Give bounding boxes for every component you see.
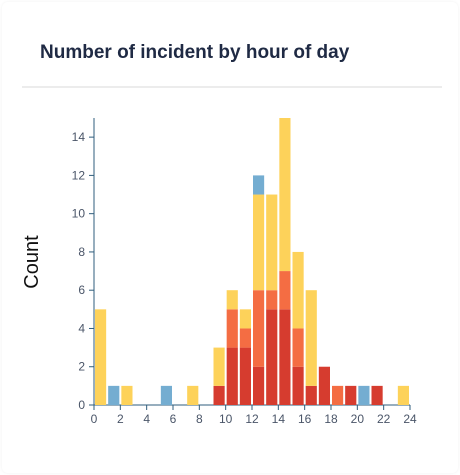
bar-hour-7-series-2 bbox=[187, 385, 199, 405]
x-tick-label: 4 bbox=[143, 412, 150, 426]
bar-hour-12-series-0 bbox=[253, 366, 265, 405]
bar-hour-10-series-2 bbox=[226, 290, 238, 310]
x-tick-label: 24 bbox=[403, 412, 417, 426]
x-tick-label: 0 bbox=[91, 412, 98, 426]
y-tick-label: 12 bbox=[72, 168, 86, 182]
bar-hour-12-series-2 bbox=[253, 194, 265, 291]
x-tick-label: 14 bbox=[272, 412, 286, 426]
bar-hour-12-series-1 bbox=[253, 290, 265, 367]
y-tick-label: 8 bbox=[78, 245, 85, 259]
bar-hour-23-series-2 bbox=[397, 385, 409, 405]
x-axis: 0 2 4 6 8 10 12 14 16 18 20 22 24 bbox=[91, 404, 417, 426]
bar-hour-10-series-1 bbox=[226, 309, 238, 348]
x-tick-label: 18 bbox=[324, 412, 338, 426]
y-tick-label: 2 bbox=[78, 360, 85, 374]
x-tick-label: 12 bbox=[245, 412, 259, 426]
bar-hour-13-series-1 bbox=[266, 290, 278, 310]
y-axis-title: Count bbox=[21, 235, 43, 289]
bar-hour-5-series-3 bbox=[160, 385, 172, 405]
x-tick-label: 8 bbox=[196, 412, 203, 426]
bar-hour-9-series-0 bbox=[213, 385, 225, 405]
bar-hour-1-series-3 bbox=[108, 385, 120, 405]
bar-hour-16-series-0 bbox=[305, 385, 317, 405]
bar-hour-14-series-1 bbox=[279, 271, 291, 310]
bar-hour-12-series-3 bbox=[253, 175, 265, 195]
x-tick-label: 2 bbox=[117, 412, 124, 426]
bar-hour-15-series-2 bbox=[292, 251, 304, 329]
bar-hour-16-series-2 bbox=[305, 290, 317, 386]
bar-hour-13-series-2 bbox=[266, 194, 278, 291]
x-tick-label: 20 bbox=[351, 412, 365, 426]
bar-hour-14-series-0 bbox=[279, 309, 291, 405]
y-tick-label: 10 bbox=[72, 207, 86, 221]
bar-hour-14-series-2 bbox=[279, 118, 291, 272]
bar-hour-18-series-1 bbox=[332, 385, 344, 405]
bars bbox=[95, 118, 409, 405]
x-tick-label: 22 bbox=[377, 412, 391, 426]
bar-hour-11-series-1 bbox=[239, 328, 251, 348]
bar-hour-2-series-2 bbox=[121, 385, 133, 405]
y-tick-label: 0 bbox=[78, 398, 85, 412]
y-tick-label: 6 bbox=[78, 283, 85, 297]
bar-hour-15-series-0 bbox=[292, 366, 304, 405]
y-tick-label: 14 bbox=[72, 130, 86, 144]
x-tick-label: 16 bbox=[298, 412, 312, 426]
y-axis: 0 2 4 6 8 10 12 14 bbox=[72, 118, 95, 412]
y-tick-label: 4 bbox=[78, 321, 85, 335]
card-title: Number of incident by hour of day bbox=[40, 42, 350, 63]
bar-hour-20-series-3 bbox=[358, 385, 370, 405]
bar-hour-13-series-0 bbox=[266, 309, 278, 405]
bar-hour-0-series-2 bbox=[95, 309, 107, 405]
x-tick-label: 6 bbox=[170, 412, 177, 426]
title-divider bbox=[22, 86, 442, 88]
bar-hour-15-series-1 bbox=[292, 328, 304, 367]
bar-hour-11-series-0 bbox=[239, 347, 251, 405]
bar-hour-11-series-2 bbox=[239, 309, 251, 329]
bar-hour-10-series-0 bbox=[226, 347, 238, 405]
bar-hour-9-series-2 bbox=[213, 347, 225, 386]
x-tick-label: 10 bbox=[219, 412, 233, 426]
bar-hour-21-series-0 bbox=[371, 385, 383, 405]
bar-hour-19-series-0 bbox=[345, 385, 357, 405]
bar-hour-17-series-0 bbox=[318, 366, 330, 405]
